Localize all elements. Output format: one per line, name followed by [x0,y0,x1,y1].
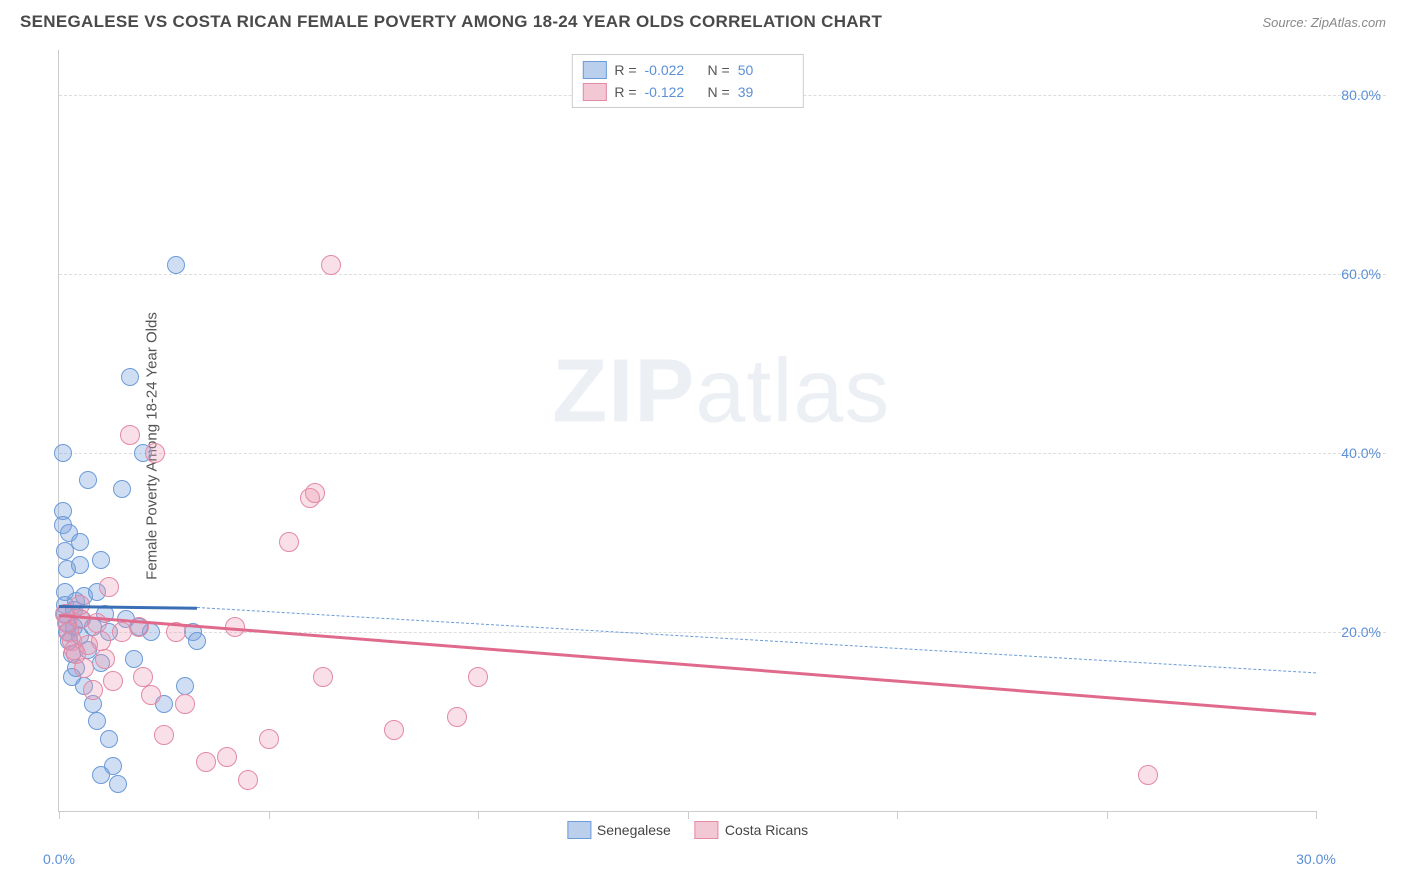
data-point [120,425,140,445]
x-tick [269,811,270,819]
legend-item-senegalese: Senegalese [567,821,671,839]
data-point [95,649,115,669]
data-point [1138,765,1158,785]
data-point [83,680,103,700]
data-point [321,255,341,275]
chart-container: Female Poverty Among 18-24 Year Olds ZIP… [48,50,1386,842]
data-point [447,707,467,727]
data-point [384,720,404,740]
x-tick-label-start: 0.0% [43,851,75,867]
data-point [145,443,165,463]
x-tick [897,811,898,819]
data-point [259,729,279,749]
legend-item-costaricans: Costa Ricans [695,821,808,839]
watermark: ZIPatlas [552,341,890,444]
stat-r-label: R = [614,84,636,100]
x-tick-label-end: 30.0% [1296,851,1336,867]
data-point [217,747,237,767]
stats-row-costaricans: R = -0.122 N = 39 [582,81,792,103]
data-point [196,752,216,772]
bottom-legend: Senegalese Costa Ricans [567,821,808,839]
data-point [71,556,89,574]
data-point [175,694,195,714]
data-point [176,677,194,695]
data-point [121,368,139,386]
x-tick [688,811,689,819]
data-point [167,256,185,274]
chart-source: Source: ZipAtlas.com [1262,15,1386,30]
data-point [141,685,161,705]
data-point [468,667,488,687]
y-tick-label: 40.0% [1341,445,1381,461]
data-point [305,483,325,503]
x-tick [1316,811,1317,819]
stat-n-label: N = [708,84,730,100]
y-tick-label: 20.0% [1341,624,1381,640]
data-point [113,480,131,498]
legend-label-costaricans: Costa Ricans [725,822,808,838]
stat-n-value-costaricans: 39 [738,84,793,100]
watermark-zip: ZIP [552,342,695,442]
data-point [92,766,110,784]
stat-r-value-senegalese: -0.022 [645,62,700,78]
data-point [279,532,299,552]
data-point [99,577,119,597]
data-point [91,631,111,651]
data-point [92,551,110,569]
data-point [238,770,258,790]
grid-line [59,274,1386,275]
regression-line [59,614,1316,715]
legend-swatch-costaricans [695,821,719,839]
data-point [109,775,127,793]
stats-legend: R = -0.022 N = 50 R = -0.122 N = 39 [571,54,803,108]
data-point [100,730,118,748]
data-point [54,444,72,462]
watermark-atlas: atlas [695,342,890,442]
data-point [74,658,94,678]
y-tick-label: 60.0% [1341,266,1381,282]
grid-line [59,453,1386,454]
data-point [71,533,89,551]
stats-row-senegalese: R = -0.022 N = 50 [582,59,792,81]
y-tick-label: 80.0% [1341,87,1381,103]
x-tick [478,811,479,819]
stat-n-label: N = [708,62,730,78]
chart-title: SENEGALESE VS COSTA RICAN FEMALE POVERTY… [20,12,882,32]
data-point [88,712,106,730]
data-point [125,650,143,668]
stat-r-label: R = [614,62,636,78]
x-tick [1107,811,1108,819]
stat-r-value-costaricans: -0.122 [645,84,700,100]
stat-n-value-senegalese: 50 [738,62,793,78]
chart-header: SENEGALESE VS COSTA RICAN FEMALE POVERTY… [0,0,1406,40]
legend-swatch-senegalese [567,821,591,839]
swatch-senegalese [582,61,606,79]
data-point [103,671,123,691]
data-point [79,471,97,489]
legend-label-senegalese: Senegalese [597,822,671,838]
data-point [188,632,206,650]
x-tick [59,811,60,819]
plot-area: ZIPatlas R = -0.022 N = 50 R = -0.122 N … [58,50,1316,812]
data-point [154,725,174,745]
data-point [313,667,333,687]
swatch-costaricans [582,83,606,101]
